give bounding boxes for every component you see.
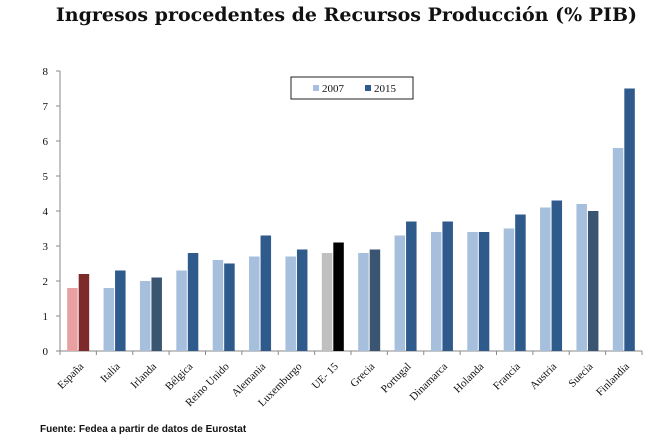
x-tick-label: Bélgica xyxy=(163,361,195,393)
bar-2015-14 xyxy=(587,211,599,351)
bar-2007-13 xyxy=(540,207,551,351)
legend: 2007 2015 xyxy=(290,76,414,100)
bar-2007-1 xyxy=(103,288,115,351)
bar-2007-4 xyxy=(212,260,224,351)
x-tick-label: Portugal xyxy=(379,361,414,396)
bar-2007-9 xyxy=(394,235,406,351)
bar-2007-11 xyxy=(467,232,478,351)
y-tick-label: 3 xyxy=(43,241,49,253)
bar-2015-15 xyxy=(624,88,635,351)
bar-2007-14 xyxy=(576,204,587,351)
y-tick-label: 8 xyxy=(43,66,49,78)
bar-2007-10 xyxy=(430,232,442,351)
bar-2007-6 xyxy=(285,256,296,351)
y-tick-label: 0 xyxy=(43,346,49,358)
x-tick-label: Francia xyxy=(491,361,523,393)
bar-2015-2 xyxy=(151,277,162,351)
bar-2015-10 xyxy=(442,221,453,351)
y-tick-label: 4 xyxy=(43,206,49,218)
y-tick-label: 6 xyxy=(43,136,49,148)
x-tick-label: Dinamarca xyxy=(407,361,450,404)
bar-2007-12 xyxy=(503,228,515,351)
x-tick-label: Austria xyxy=(528,361,559,392)
legend-box xyxy=(290,76,414,100)
y-tick-label: 2 xyxy=(43,276,49,288)
x-tick-label: Holanda xyxy=(452,361,487,396)
bar-2015-6 xyxy=(296,249,308,351)
bar-2015-1 xyxy=(115,270,126,351)
y-tick-label: 5 xyxy=(43,171,49,183)
bar-2015-11 xyxy=(478,232,490,351)
bar-2015-7 xyxy=(333,242,344,351)
bar-2015-5 xyxy=(260,235,272,351)
bar-2007-5 xyxy=(249,256,260,351)
bar-2015-8 xyxy=(369,249,381,351)
x-tick-label: Italia xyxy=(98,361,123,386)
bar-2007-2 xyxy=(139,281,151,351)
x-tick-label: Grecia xyxy=(348,361,377,390)
x-tick-label: UE- 15 xyxy=(310,360,342,392)
x-tick-label: Suecia xyxy=(566,361,595,390)
x-tick-label: Irlanda xyxy=(129,361,160,392)
bar-2015-13 xyxy=(551,200,563,351)
bar-2015-3 xyxy=(187,253,199,351)
y-tick-label: 1 xyxy=(43,311,49,323)
bar-2007-7 xyxy=(321,253,333,351)
bar-2007-3 xyxy=(176,270,187,351)
legend-label-2015: 2015 xyxy=(374,83,397,95)
bar-2007-0 xyxy=(67,288,78,351)
bar-2015-0 xyxy=(78,274,90,351)
x-tick-label: España xyxy=(55,361,86,392)
bar-2015-12 xyxy=(515,214,526,351)
bar-2007-8 xyxy=(358,253,369,351)
source-note: Fuente: Fedea a partir de datos de Euros… xyxy=(40,424,247,435)
bar-2015-4 xyxy=(224,263,235,351)
bars xyxy=(67,88,635,351)
x-tick-label: Finlandia xyxy=(594,361,632,399)
legend-label-2007: 2007 xyxy=(322,83,345,95)
legend-swatch-2015 xyxy=(365,85,371,91)
chart-title: Ingresos procedentes de Recursos Producc… xyxy=(55,4,637,26)
bar-2007-15 xyxy=(612,148,624,351)
bar-2015-9 xyxy=(406,221,417,351)
y-tick-label: 7 xyxy=(43,101,49,113)
legend-swatch-2007 xyxy=(313,85,319,91)
